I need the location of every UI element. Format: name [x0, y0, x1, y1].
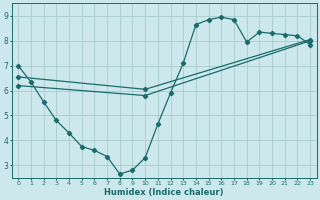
X-axis label: Humidex (Indice chaleur): Humidex (Indice chaleur)	[104, 188, 224, 197]
